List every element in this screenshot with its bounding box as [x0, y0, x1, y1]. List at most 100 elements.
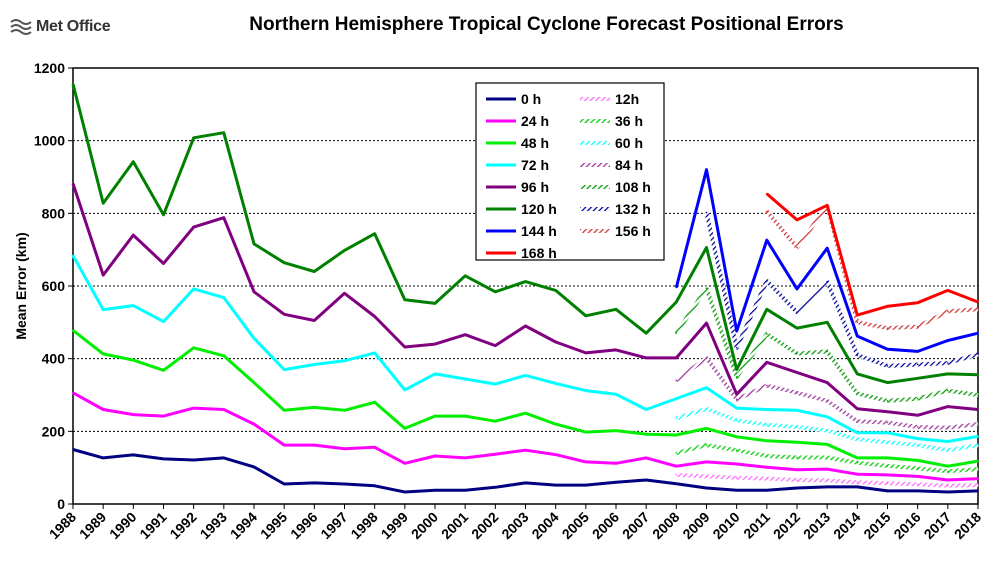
legend-item: 36 h — [580, 113, 643, 129]
data-point — [947, 470, 949, 473]
data-point — [675, 357, 678, 359]
data-point — [313, 482, 316, 484]
data-point — [766, 192, 768, 195]
data-point — [615, 462, 617, 465]
x-tick-label: 2005 — [559, 509, 592, 542]
legend-item: 0 h — [486, 91, 541, 107]
data-point — [916, 459, 919, 462]
data-point — [766, 489, 768, 491]
data-point — [856, 431, 859, 434]
data-point — [886, 327, 889, 329]
series-line — [704, 212, 979, 368]
legend-label: 156 h — [615, 223, 651, 239]
data-point — [796, 441, 798, 444]
data-point — [916, 325, 919, 328]
data-point — [373, 485, 376, 487]
legend-label: 168 h — [521, 245, 557, 261]
data-point — [283, 444, 285, 446]
data-point — [162, 415, 165, 417]
data-point — [464, 457, 466, 459]
data-point — [886, 400, 889, 402]
x-tick-label: 2017 — [921, 509, 954, 542]
data-point — [373, 352, 376, 354]
data-point — [947, 479, 949, 481]
data-point — [856, 408, 859, 410]
series-line — [765, 192, 979, 317]
data-point — [766, 384, 768, 387]
data-point — [283, 261, 285, 264]
data-point — [705, 211, 708, 214]
data-point — [886, 421, 889, 424]
series-120h — [71, 83, 979, 385]
data-point — [705, 487, 708, 489]
data-point — [72, 329, 74, 332]
data-point — [886, 381, 889, 384]
legend-item: 12h — [580, 91, 639, 107]
data-point — [343, 292, 346, 295]
x-tick-label: 2012 — [770, 509, 803, 542]
data-point — [343, 483, 346, 485]
data-point — [283, 483, 285, 485]
data-point — [554, 453, 557, 456]
data-point — [766, 210, 768, 212]
data-point — [675, 482, 678, 485]
legend-item: 156 h — [580, 223, 651, 239]
data-point — [162, 458, 165, 460]
data-point — [192, 288, 195, 290]
legend-label: 12h — [615, 91, 639, 107]
data-point — [494, 291, 497, 293]
data-point — [192, 136, 195, 139]
data-point — [796, 469, 798, 471]
x-tick-label: 2008 — [649, 509, 682, 542]
y-axis-title: Mean Error (km) — [13, 232, 29, 339]
data-point — [675, 452, 678, 454]
data-point — [615, 393, 617, 396]
data-point — [826, 479, 828, 482]
data-point — [705, 386, 708, 389]
data-point — [947, 449, 949, 452]
data-point — [102, 274, 104, 276]
data-point — [313, 444, 316, 446]
data-point — [434, 343, 436, 345]
data-point — [766, 333, 768, 335]
series-144h — [674, 168, 979, 353]
data-point — [826, 350, 828, 353]
x-tick-label: 2011 — [740, 509, 773, 542]
data-point — [585, 431, 587, 433]
data-point — [977, 308, 979, 311]
data-point — [434, 455, 436, 457]
data-point — [735, 449, 738, 452]
data-point — [977, 490, 979, 492]
data-point — [72, 448, 74, 451]
data-point — [494, 383, 497, 385]
data-point — [615, 308, 617, 311]
x-tick-label: 1988 — [46, 509, 79, 542]
x-tick-label: 2004 — [528, 509, 561, 542]
data-point — [494, 420, 497, 422]
data-point — [585, 352, 587, 354]
data-point — [977, 468, 979, 470]
data-point — [947, 485, 949, 487]
data-point — [192, 459, 195, 461]
data-point — [796, 371, 798, 374]
data-point — [916, 426, 919, 428]
data-point — [675, 465, 678, 468]
y-tick-label: 400 — [42, 351, 66, 367]
data-point — [735, 376, 738, 378]
x-tick-label: 1999 — [378, 509, 411, 542]
data-point — [947, 373, 949, 375]
x-tick-label: 1990 — [106, 509, 139, 542]
data-point — [916, 475, 919, 478]
data-point — [343, 360, 346, 362]
data-point — [766, 455, 768, 457]
data-point — [132, 454, 135, 456]
data-point — [977, 353, 979, 356]
data-point — [343, 409, 346, 412]
data-point — [766, 239, 768, 242]
data-point — [554, 484, 557, 486]
y-tick-label: 1000 — [34, 133, 65, 149]
data-point — [554, 289, 557, 292]
series-line — [765, 204, 979, 331]
data-point — [132, 160, 135, 163]
